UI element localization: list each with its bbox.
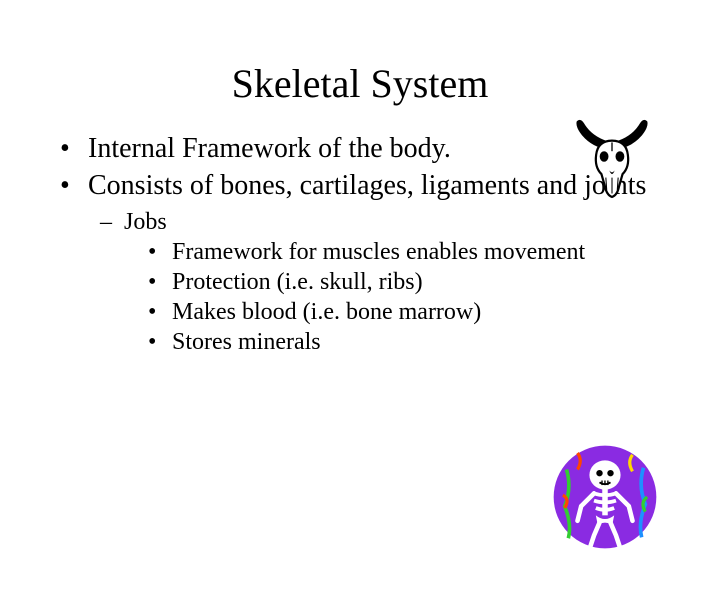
bull-skull-icon	[568, 116, 656, 204]
list-item: Protection (i.e. skull, ribs)	[148, 267, 660, 297]
skeleton-cartoon-icon	[550, 442, 660, 552]
list-item: Jobs Framework for muscles enables movem…	[100, 207, 660, 357]
bullet-list-level2: Jobs Framework for muscles enables movem…	[100, 207, 660, 357]
list-item: Stores minerals	[148, 327, 660, 357]
page-title: Skeletal System	[0, 60, 720, 107]
list-item-text: Consists of bones, cartilages, ligaments…	[88, 170, 646, 201]
list-item: Framework for muscles enables movement	[148, 237, 660, 267]
list-item: Makes blood (i.e. bone marrow)	[148, 297, 660, 327]
bullet-list-level3: Framework for muscles enables movement P…	[148, 237, 660, 357]
list-item-text: Jobs	[124, 209, 167, 235]
